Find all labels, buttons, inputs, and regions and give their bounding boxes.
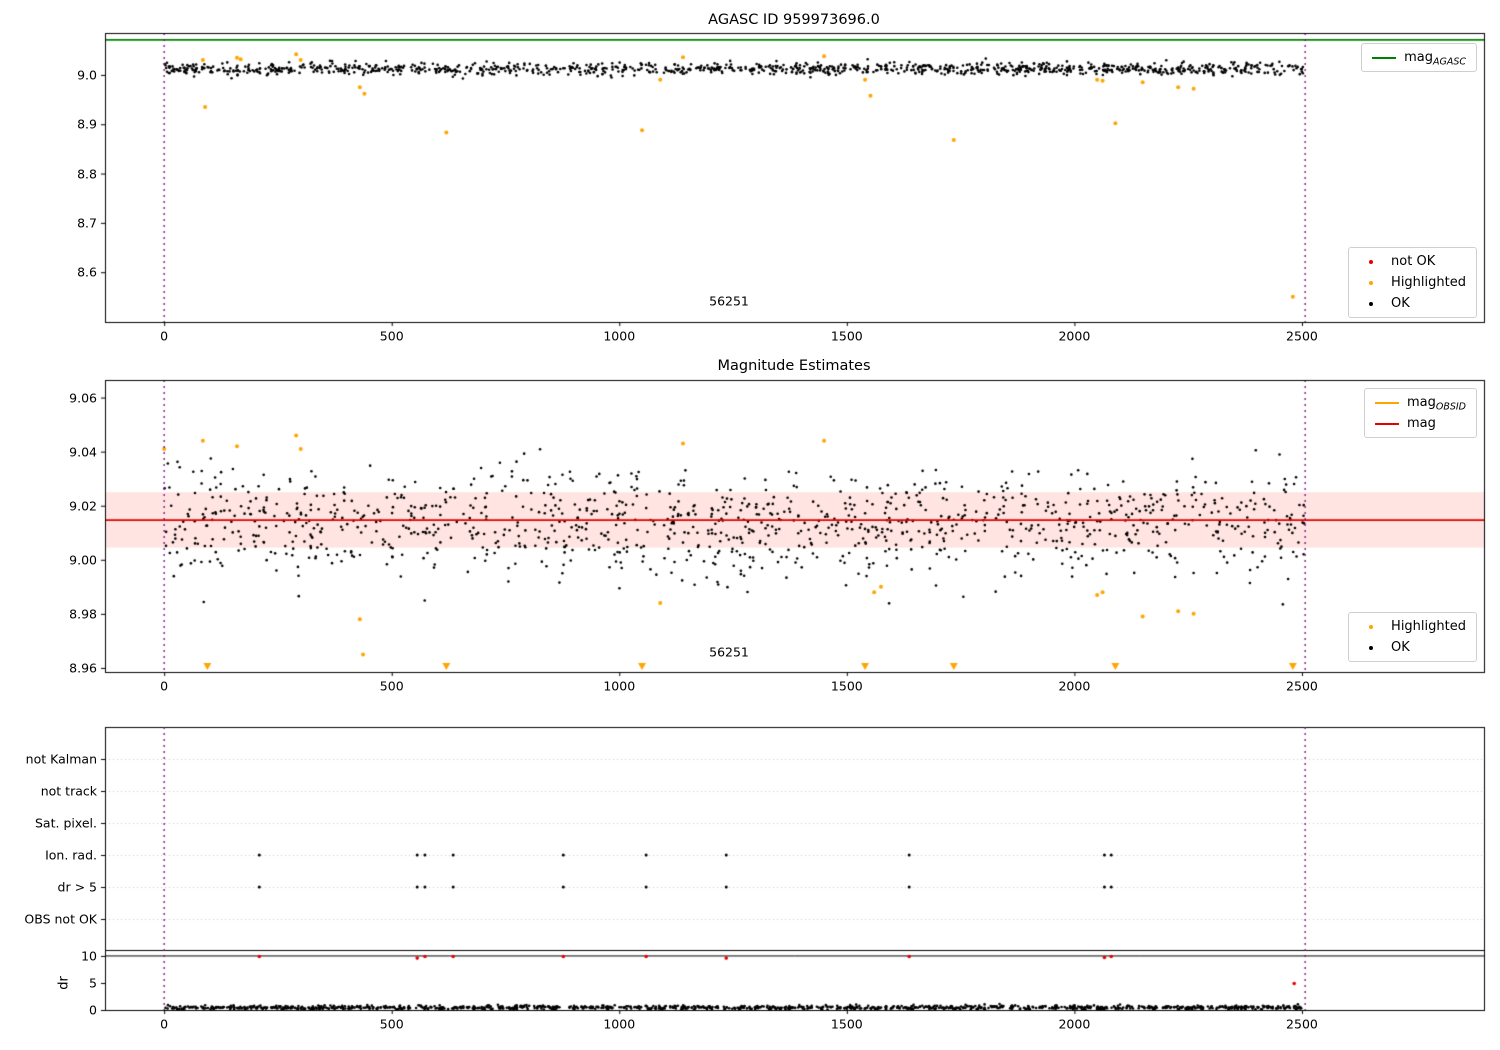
flag-category-label: Sat. pixel. [35,815,97,831]
legend-label: magOBSID [1406,395,1466,413]
panel2-title: Magnitude Estimates [717,358,871,374]
y-tick-label: 9.02 [69,498,97,514]
x-tick-label: 1000 [603,328,636,344]
y-tick-label: 9.04 [69,444,97,460]
x-tick-label: 2000 [1058,328,1091,344]
x-tick-label: 0 [160,1016,169,1032]
legend-item-mag-agasc: magAGASC [1372,49,1466,68]
x-tick-label: 1000 [603,678,636,694]
y-tick-label: 10 [81,948,97,964]
legend-point-types-top: not OK Highlighted OK [1348,247,1477,318]
orange-dot-swatch-icon [1369,624,1374,629]
y-tick-label: 8.8 [77,166,97,182]
x-tick-label: 1000 [603,1016,636,1032]
y-tick-label: 8.7 [77,215,97,231]
legend-label: Highlighted [1391,619,1466,634]
flag-category-label: Ion. rad. [45,847,97,863]
y-tick-label: 9.06 [69,390,97,406]
y-tick-label: 8.98 [69,606,97,622]
obsid-label-top: 56251 [709,293,749,309]
y-tick-label: 9.00 [69,552,97,568]
legend-label: OK [1391,296,1410,311]
legend-item-ok: OK [1359,639,1466,656]
flag-category-label: dr > 5 [57,879,97,895]
y-tick-label: 9.0 [77,67,97,83]
legend-label: magAGASC [1404,50,1466,68]
legend-label: OK [1391,640,1410,655]
flag-category-label: not track [40,783,97,799]
dr-axis-label: dr [56,976,72,990]
legend-point-types-middle: Highlighted OK [1348,612,1477,662]
y-tick-label: 0 [89,1002,97,1018]
green-line-swatch-icon [1372,56,1397,59]
x-tick-label: 500 [379,328,404,344]
x-tick-label: 0 [160,328,169,344]
legend-label: Highlighted [1391,275,1466,290]
legend-item-not-ok: not OK [1359,253,1466,270]
y-tick-label: 8.9 [77,116,97,132]
legend-item-mag-obsid: magOBSID [1374,394,1466,413]
x-tick-label: 500 [379,678,404,694]
legend-item-highlighted: Highlighted [1359,618,1466,635]
legend-item-ok: OK [1359,295,1466,312]
x-tick-label: 2500 [1286,1016,1318,1032]
orange-line-swatch-icon [1374,401,1399,404]
legend-mag-lines: magOBSID mag [1363,388,1477,438]
x-tick-label: 1500 [830,678,863,694]
y-tick-label: 8.96 [69,660,97,676]
y-tick-label: 5 [89,975,97,991]
black-dot-swatch-icon [1369,301,1374,306]
x-tick-label: 1500 [830,1016,863,1032]
legend-label: mag [1406,416,1436,431]
obsid-label-middle: 56251 [709,644,749,660]
red-line-swatch-icon [1374,422,1399,425]
legend-item-highlighted: Highlighted [1359,274,1466,291]
x-tick-label: 500 [379,1016,404,1032]
legend-mag-agasc: magAGASC [1361,43,1477,72]
flag-category-label: OBS not OK [24,911,97,927]
x-tick-label: 0 [160,678,169,694]
flag-category-label: not Kalman [25,751,97,767]
x-tick-label: 2500 [1286,678,1318,694]
x-tick-label: 2000 [1058,678,1091,694]
x-tick-label: 2000 [1058,1016,1091,1032]
legend-label: not OK [1391,254,1436,269]
x-tick-label: 1500 [830,328,863,344]
red-dot-swatch-icon [1369,259,1374,264]
black-dot-swatch-icon [1369,645,1374,650]
y-tick-label: 8.6 [77,264,97,280]
orange-dot-swatch-icon [1369,280,1374,285]
x-tick-label: 2500 [1286,328,1318,344]
legend-item-mag: mag [1374,415,1466,432]
panel1-title: AGASC ID 959973696.0 [708,12,880,28]
